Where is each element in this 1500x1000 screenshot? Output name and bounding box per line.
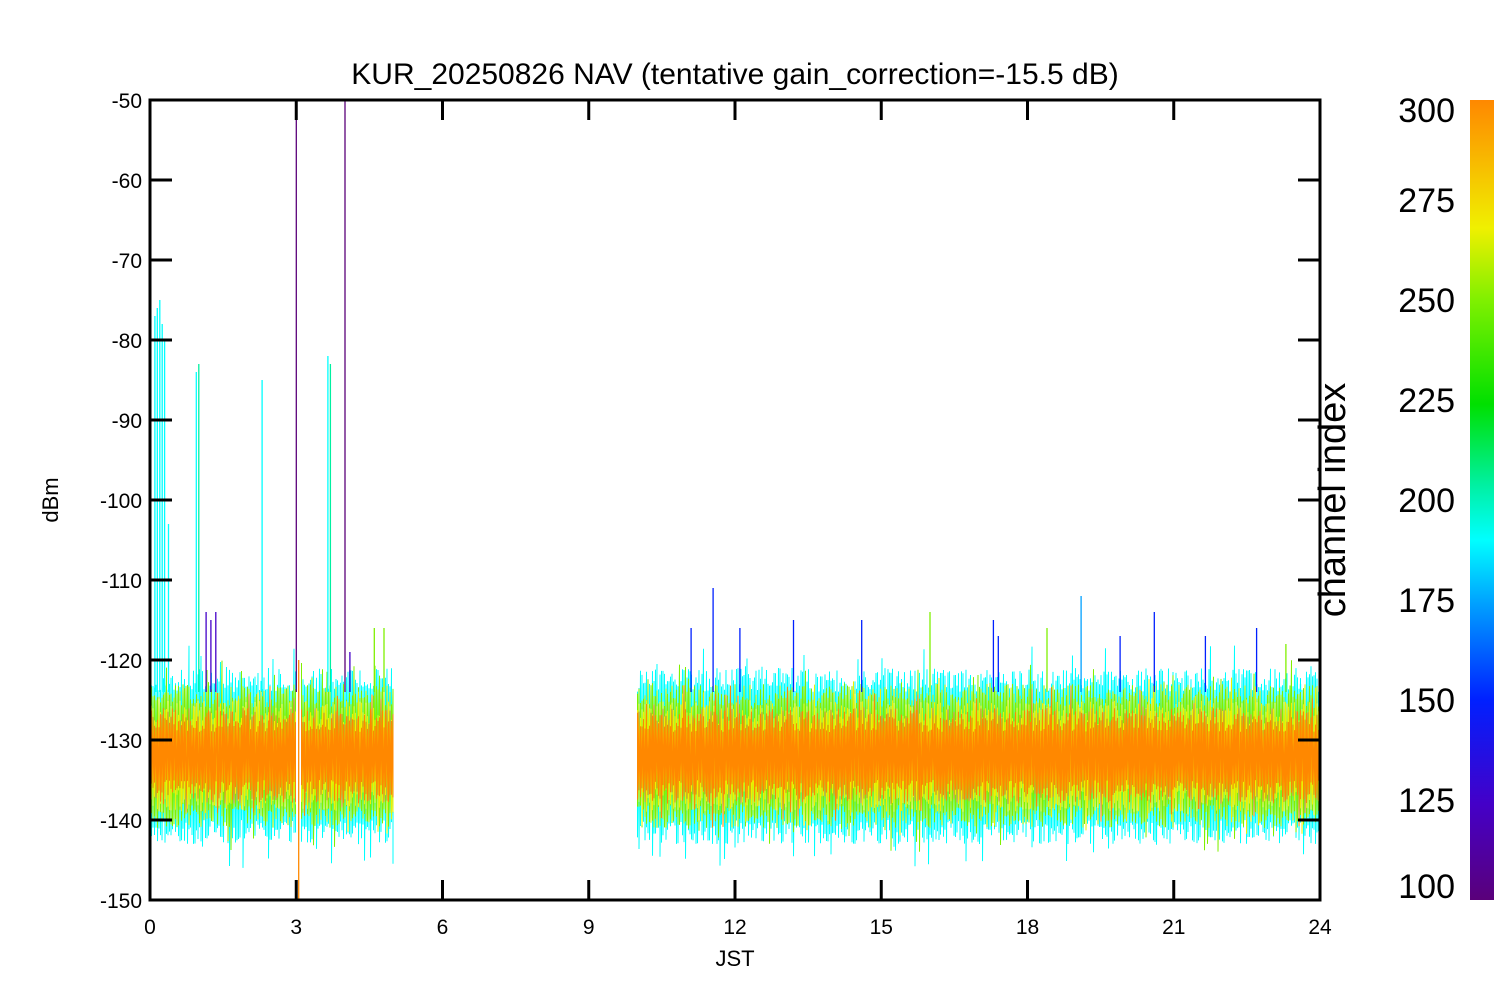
y-tick-label: -100 [100,490,142,513]
x-tick-label: 12 [723,916,746,939]
y-tick-label: -80 [112,330,142,353]
y-axis-title: dBm [38,477,63,522]
x-tick-label: 21 [1162,916,1185,939]
ticks-layer: 0 3 6 9 12 15 18 21 24 -150 -140 -130 -120 -110 -100 -9… [100,90,1332,939]
x-tick-label: 0 [144,916,156,939]
colorbar-tick-label: 200 [1398,482,1455,520]
y-tick-label: -90 [112,410,142,433]
colorbar-tick-label: 150 [1398,682,1455,720]
colorbar-tick-label: 225 [1398,382,1455,420]
colorbar-tick-label: 175 [1398,582,1455,620]
y-tick-label: -140 [100,810,142,833]
noise-band-ch290 [150,685,1320,828]
colorbar-tick-label: 275 [1398,182,1455,220]
data-layer [150,100,1320,900]
x-axis-title: JST [715,946,754,971]
y-tick-label: -50 [112,90,142,113]
colorbar-tick-label: 125 [1398,782,1455,820]
y-tick-label: -110 [102,570,142,593]
y-tick-label: -150 [100,890,142,913]
x-tick-label: 15 [870,916,893,939]
y-tick-label: -120 [100,650,142,673]
chart-title: KUR_20250826 NAV (tentative gain_correct… [351,58,1118,91]
x-tick-label: 24 [1308,916,1332,939]
y-tick-label: -130 [100,730,142,753]
colorbar-tick-label: 100 [1398,868,1455,906]
x-tick-label: 3 [290,916,302,939]
colorbar [1470,100,1494,900]
x-tick-label: 6 [437,916,449,939]
y-tick-label: -70 [112,250,142,273]
colorbar-tick-label: 300 [1398,92,1455,130]
colorbar-title: channel index [1312,383,1354,618]
colorbar-tick-label: 250 [1398,282,1455,320]
colorbar-ticks: 100 125 150 175 200 225 250 275 300 [1398,92,1455,906]
x-tick-label: 9 [583,916,595,939]
x-tick-label: 18 [1016,916,1039,939]
y-tick-label: -60 [112,170,142,193]
